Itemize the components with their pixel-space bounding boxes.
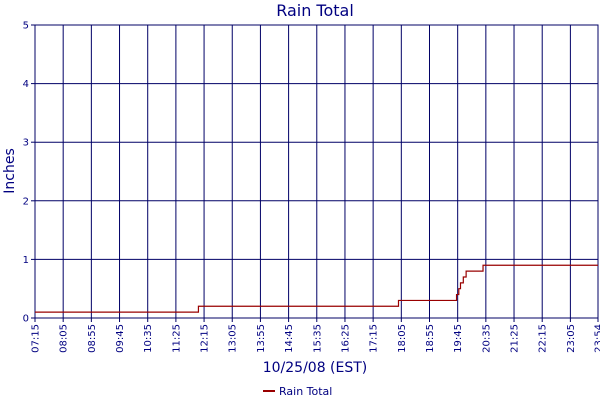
x-tick-label: 16:25 bbox=[340, 324, 351, 353]
legend-label: Rain Total bbox=[279, 385, 332, 398]
x-tick-label: 12:15 bbox=[200, 324, 211, 353]
x-tick-label: 13:05 bbox=[228, 324, 239, 353]
x-tick-label: 11:25 bbox=[171, 324, 182, 353]
y-axis-ticks: 0 1 2 3 4 5 bbox=[23, 21, 35, 325]
x-tick-label: 08:05 bbox=[59, 324, 70, 353]
x-axis-label: 10/25/08 (EST) bbox=[263, 360, 368, 376]
y-tick-label: 0 bbox=[23, 314, 29, 325]
x-tick-label: 23:05 bbox=[566, 324, 577, 353]
x-tick-label: 14:45 bbox=[284, 324, 295, 353]
x-tick-label: 15:35 bbox=[312, 324, 323, 353]
x-tick-label: 19:45 bbox=[453, 324, 464, 353]
x-tick-label: 18:05 bbox=[397, 324, 408, 353]
x-tick-label: 20:35 bbox=[481, 324, 492, 353]
x-tick-label: 07:15 bbox=[31, 324, 42, 353]
x-axis-ticks: 07:15 08:05 08:55 09:45 10:35 11:25 12:15 13:05… bbox=[31, 318, 600, 353]
series-layer bbox=[35, 264, 598, 313]
legend: Rain Total bbox=[263, 385, 332, 398]
x-tick-label: 10:35 bbox=[143, 324, 154, 353]
x-tick-label: 13:55 bbox=[256, 324, 267, 353]
x-tick-label: 21:25 bbox=[510, 324, 521, 353]
x-tick-label: 18:55 bbox=[425, 324, 436, 353]
y-tick-label: 5 bbox=[23, 21, 29, 32]
y-tick-label: 2 bbox=[23, 196, 29, 207]
grid-lines bbox=[35, 25, 598, 318]
y-tick-label: 3 bbox=[23, 138, 29, 149]
y-axis-label: Inches bbox=[2, 148, 18, 193]
x-tick-label: 17:15 bbox=[369, 324, 380, 353]
y-tick-label: 1 bbox=[23, 255, 29, 266]
series-line-rain-total bbox=[35, 264, 598, 313]
x-tick-label: 22:15 bbox=[538, 324, 549, 353]
x-tick-label: 23:54 bbox=[594, 324, 600, 353]
y-tick-label: 4 bbox=[23, 79, 29, 90]
x-tick-label: 09:45 bbox=[115, 324, 126, 353]
x-tick-label: 08:55 bbox=[87, 324, 98, 353]
chart-title: Rain Total bbox=[276, 1, 354, 20]
